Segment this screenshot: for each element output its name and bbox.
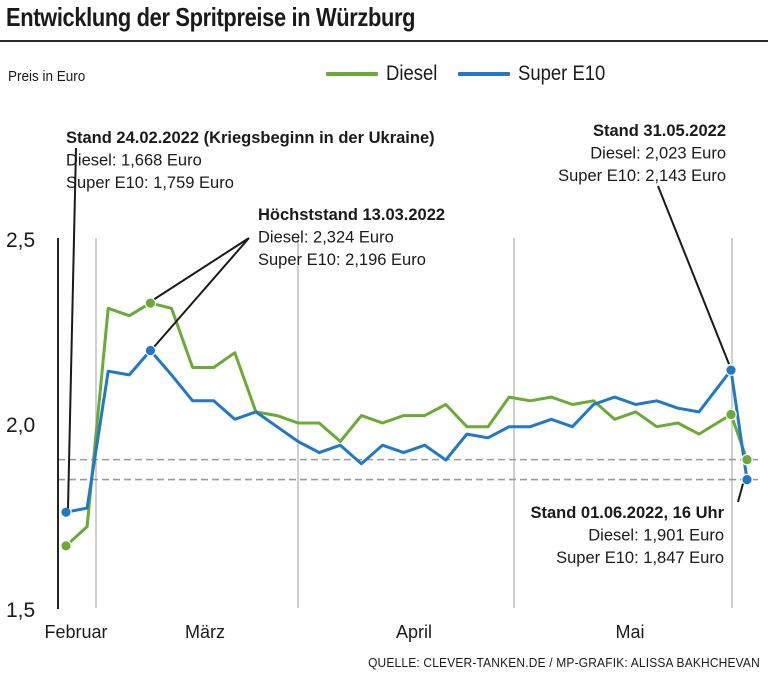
y-tick-label: 2,5 (6, 229, 35, 252)
data-point-super-e10 (725, 364, 737, 376)
title-divider (0, 40, 768, 42)
annotation-leader-line (657, 185, 730, 365)
annotation-value: Diesel: 1,668 Euro (66, 152, 202, 170)
data-point-diesel (741, 453, 753, 466)
annotation-leader-line (737, 483, 744, 503)
annotation-title: Stand 24.02.2022 (Kriegsbeginn in der Uk… (66, 129, 435, 147)
annotation-title: Höchststand 13.03.2022 (258, 206, 445, 224)
legend-label-diesel: Diesel (386, 62, 438, 85)
legend-label-super-e10: Super E10 (518, 62, 606, 85)
annotation-value: Super E10: 2,196 Euro (258, 251, 426, 269)
annotation-value: Super E10: 1,847 Euro (556, 549, 724, 567)
legend-item-super-e10: Super E10 (458, 62, 617, 86)
legend-swatch-diesel (326, 72, 378, 76)
annotation-title: Stand 01.06.2022, 16 Uhr (530, 504, 724, 522)
x-month-label: Februar (44, 622, 107, 642)
y-axis-label: Preis in Euro (8, 68, 86, 85)
annotation-value: Super E10: 1,759 Euro (66, 174, 234, 192)
legend-swatch-super-e10 (458, 72, 510, 76)
annotation-leader-line (153, 237, 250, 300)
y-tick-label: 2,0 (6, 414, 35, 437)
source-credit: QUELLE: CLEVER-TANKEN.DE / MP-GRAFIK: AL… (368, 655, 760, 670)
annotation-value: Diesel: 2,023 Euro (590, 145, 726, 163)
data-point-super-e10 (741, 473, 753, 486)
data-point-super-e10 (60, 506, 72, 518)
data-point-diesel (60, 540, 72, 552)
annotation-leader-line (67, 147, 77, 509)
x-month-label: Mai (615, 622, 644, 642)
x-month-label: März (185, 622, 225, 642)
series-line-super-e10 (65, 349, 749, 514)
data-point-diesel (725, 408, 737, 421)
annotation-stand-31-05: Stand 31.05.2022 Diesel: 2,023 Euro Super … (558, 122, 726, 185)
annotation-stand-01-06: Stand 01.06.2022, 16 Uhr Diesel: 1,901 Eu… (530, 504, 724, 567)
data-point-super-e10 (144, 344, 157, 357)
series-line-diesel (64, 301, 749, 547)
annotation-value: Diesel: 1,901 Euro (588, 527, 724, 545)
annotation-value: Diesel: 2,324 Euro (258, 229, 394, 247)
annotation-hoechststand: Höchststand 13.03.2022 Diesel: 2,324 Euro… (258, 206, 445, 269)
chart-title: Entwicklung der Spritpreise in Würzburg (6, 2, 416, 32)
annotation-leader-line (153, 237, 250, 348)
y-tick-label: 1,5 (6, 599, 35, 622)
x-month-label: April (396, 622, 432, 642)
annotation-stand-24-02: Stand 24.02.2022 (Kriegsbeginn in der Uk… (66, 129, 435, 192)
annotation-title: Stand 31.05.2022 (593, 122, 726, 140)
annotation-value: Super E10: 2,143 Euro (558, 167, 726, 185)
data-point-diesel (144, 297, 157, 309)
legend-item-diesel: Diesel (326, 62, 444, 86)
